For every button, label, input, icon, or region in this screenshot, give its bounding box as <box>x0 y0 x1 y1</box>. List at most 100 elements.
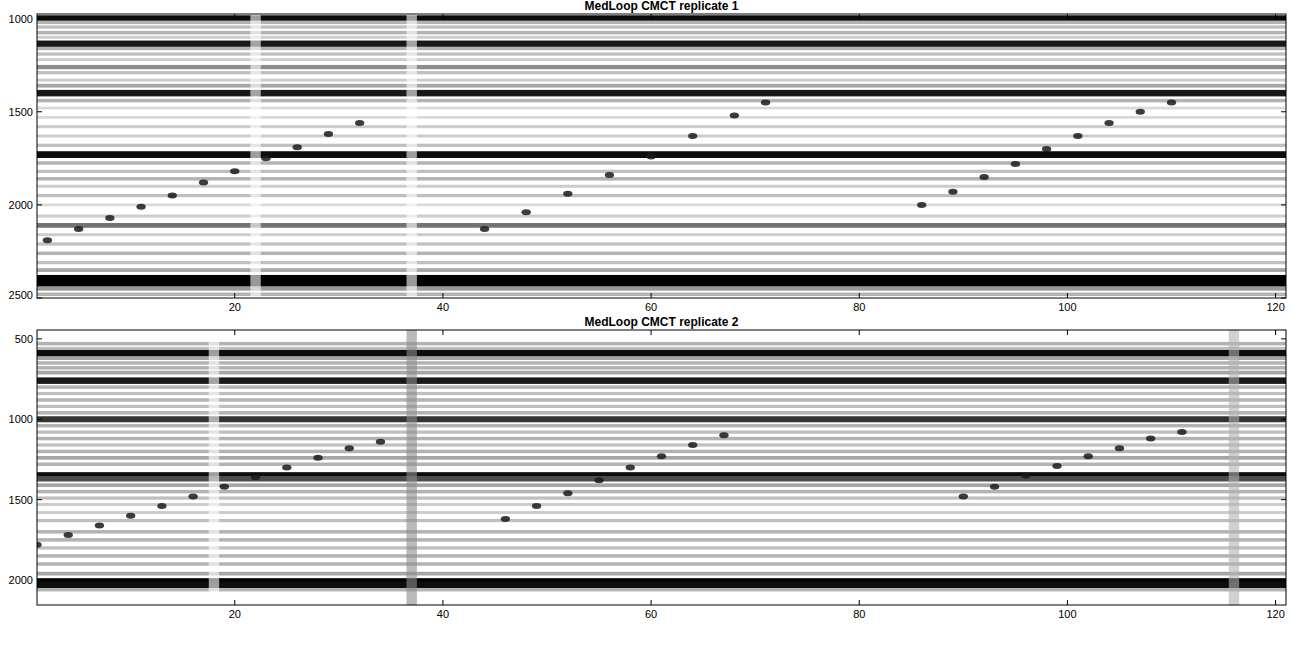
column-stripe <box>406 14 416 298</box>
x-tick <box>651 600 652 605</box>
y-tick <box>37 338 42 339</box>
band <box>37 371 1286 375</box>
band <box>37 430 1286 433</box>
band <box>37 25 1286 28</box>
band <box>37 21 1286 25</box>
trace-dot <box>126 513 135 519</box>
y-tick <box>1281 499 1286 500</box>
trace-dot <box>136 204 145 210</box>
band <box>37 519 1286 522</box>
y-tick <box>1281 580 1286 581</box>
trace-dot <box>626 465 635 471</box>
x-tick-label: 120 <box>1266 608 1284 620</box>
band <box>37 65 1286 69</box>
frame <box>37 14 1286 298</box>
trace-dot <box>324 131 333 137</box>
band <box>37 116 1286 119</box>
trace-dot <box>95 522 104 528</box>
trace-dot <box>345 445 354 451</box>
panel: MedLoop CMCT replicate 22040608010012050… <box>9 315 1286 620</box>
band <box>37 107 1286 110</box>
x-tick <box>234 330 235 335</box>
trace-dot <box>199 180 208 186</box>
band <box>37 194 1286 197</box>
band <box>37 582 1286 589</box>
y-tick <box>37 111 42 112</box>
band <box>37 242 1286 245</box>
y-tick <box>1281 338 1286 339</box>
x-tick <box>651 14 652 19</box>
trace-dot <box>480 226 489 232</box>
band <box>37 84 1286 88</box>
x-tick <box>1067 600 1068 605</box>
frame <box>37 330 1286 605</box>
band <box>37 361 1286 365</box>
trace-dot <box>1104 120 1113 126</box>
x-tick-label: 20 <box>229 301 241 313</box>
trace-dot <box>105 215 114 221</box>
trace-dot <box>282 465 291 471</box>
band <box>37 252 1286 256</box>
x-tick <box>859 14 860 19</box>
trace-dot <box>1042 146 1051 152</box>
band <box>37 41 1286 48</box>
band <box>37 71 1286 74</box>
y-tick <box>1281 111 1286 112</box>
band <box>37 233 1286 236</box>
y-tick-label: 1500 <box>9 494 33 506</box>
trace-dot <box>563 191 572 197</box>
trace-dot <box>251 474 260 480</box>
x-tick <box>651 330 652 335</box>
trace-dot <box>313 455 322 461</box>
band <box>37 36 1286 39</box>
x-tick-label: 60 <box>645 608 657 620</box>
x-tick <box>234 600 235 605</box>
band <box>37 31 1286 35</box>
band <box>37 52 1286 55</box>
trace-dot <box>1136 109 1145 115</box>
band <box>37 405 1286 408</box>
band <box>37 503 1286 506</box>
trace-dot <box>563 490 572 496</box>
trace-dot <box>1011 161 1020 167</box>
trace-dot <box>605 172 614 178</box>
band <box>37 588 1286 592</box>
band <box>37 293 1286 297</box>
band <box>37 530 1286 534</box>
title: MedLoop CMCT replicate 1 <box>584 0 738 13</box>
figure: MedLoop CMCT replicate 12040608010012010… <box>0 0 1292 653</box>
x-tick <box>442 14 443 19</box>
band <box>37 144 1286 147</box>
x-tick-label: 80 <box>853 301 865 313</box>
y-tick <box>1281 18 1286 19</box>
column-stripe <box>250 14 260 298</box>
y-tick <box>37 204 42 205</box>
trace-dot <box>1021 473 1030 479</box>
band <box>37 347 1286 350</box>
trace-dot <box>688 442 697 448</box>
trace-dot <box>761 99 770 105</box>
band <box>37 463 1286 467</box>
trace-dot <box>688 133 697 139</box>
band <box>37 151 1286 158</box>
panel: MedLoop CMCT replicate 12040608010012010… <box>9 0 1286 313</box>
band <box>37 161 1286 165</box>
y-tick <box>1281 298 1286 299</box>
x-tick <box>442 600 443 605</box>
trace-dot <box>594 477 603 483</box>
band <box>37 47 1286 51</box>
band <box>37 476 1286 482</box>
trace-dot <box>657 453 666 459</box>
band <box>37 287 1286 291</box>
y-tick-label: 1500 <box>9 106 33 118</box>
x-tick-label: 60 <box>645 301 657 313</box>
x-tick <box>442 293 443 298</box>
band <box>37 366 1286 370</box>
band <box>37 170 1286 173</box>
band <box>37 185 1286 188</box>
trace-dot <box>74 226 83 232</box>
plot-area <box>37 330 1286 605</box>
y-tick <box>37 298 42 299</box>
trace-dot <box>37 542 42 548</box>
trace-dot <box>1146 436 1155 442</box>
